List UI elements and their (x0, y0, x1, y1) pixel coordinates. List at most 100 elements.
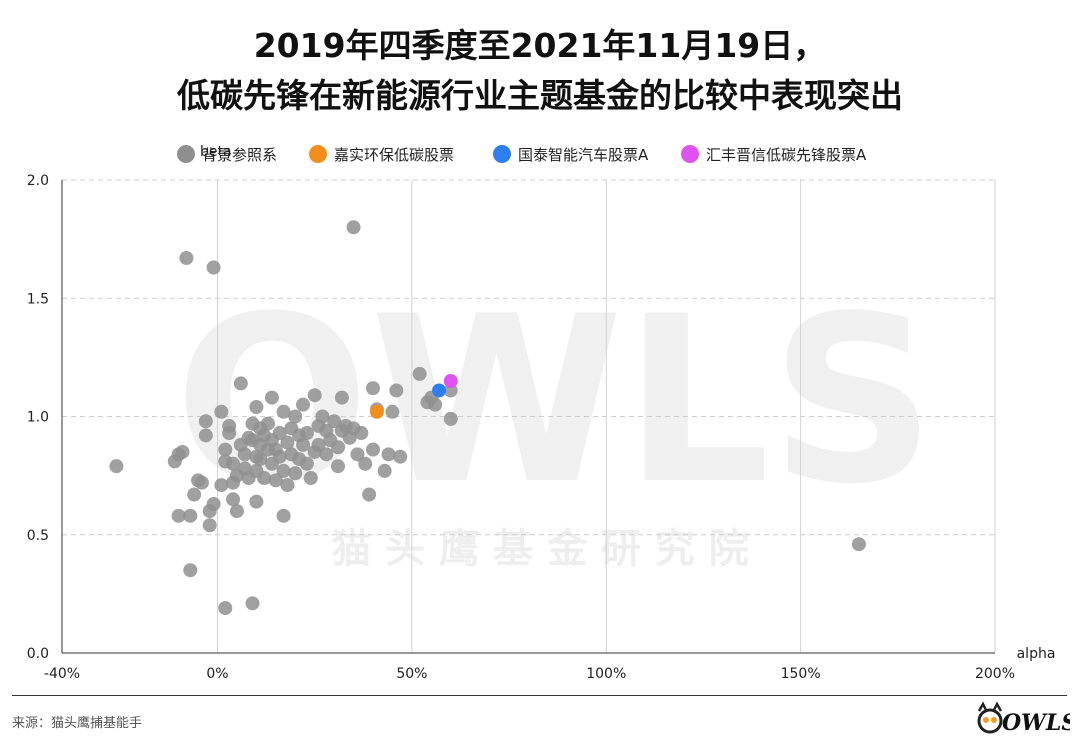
data-point (109, 459, 124, 474)
y-tick-label: 2.0 (27, 173, 49, 189)
data-point (851, 537, 866, 552)
data-point (362, 487, 377, 502)
data-point (206, 497, 221, 512)
data-point (257, 470, 272, 485)
legend-marker (681, 145, 699, 163)
x-tick-label: 0% (206, 666, 228, 682)
data-point (264, 390, 279, 405)
data-point (272, 449, 287, 464)
data-point (276, 508, 291, 523)
data-point (358, 456, 373, 471)
data-point (276, 404, 291, 419)
data-point (194, 475, 209, 490)
data-point (354, 426, 369, 441)
chart-title-line-1: 2019年四季度至2021年11月19日， (253, 26, 827, 65)
y-tick-label: 0.0 (27, 646, 49, 662)
legend-item: 国泰智能汽车股票A (493, 145, 649, 164)
x-axis-label: alpha (1017, 646, 1056, 662)
data-point (218, 601, 233, 616)
legend-marker (493, 145, 511, 163)
owls-logo: OWLS (977, 701, 1070, 736)
data-point (296, 397, 311, 412)
data-point (303, 470, 318, 485)
legend-item: 嘉实环保低碳股票 (309, 145, 454, 164)
legend-label: 汇丰晋信低碳先锋股票A (706, 146, 867, 164)
data-point (202, 518, 217, 533)
data-point (226, 456, 241, 471)
data-point (261, 416, 276, 431)
data-point (296, 437, 311, 452)
data-points (109, 220, 866, 616)
owl-logo-icon (977, 701, 1003, 734)
axes (61, 180, 995, 654)
data-point (222, 418, 237, 433)
data-point (268, 473, 283, 488)
data-point (311, 437, 326, 452)
x-tick-label: 150% (781, 666, 821, 682)
x-tick-label: 50% (396, 666, 427, 682)
data-point (214, 404, 229, 419)
legend-item: 汇丰晋信低碳先锋股票A (681, 145, 867, 164)
data-point (331, 459, 346, 474)
data-point (319, 447, 334, 462)
data-point (432, 383, 447, 398)
legend-label: 嘉实环保低碳股票 (334, 146, 454, 164)
data-point (443, 374, 458, 389)
watermark-text: 猫 头 鹰 基 金 研 究 院 (331, 526, 748, 572)
data-point (183, 563, 198, 578)
data-point (288, 409, 303, 424)
data-point (198, 414, 213, 429)
data-point (229, 504, 244, 519)
data-point (346, 220, 361, 235)
data-point (280, 478, 295, 493)
data-point (249, 494, 264, 509)
legend-marker (309, 145, 327, 163)
data-point (249, 400, 264, 415)
data-point (237, 447, 252, 462)
y-tick-label: 0.5 (27, 528, 49, 544)
logo-text: OWLS (1002, 710, 1070, 736)
data-point (276, 463, 291, 478)
data-point (369, 404, 384, 419)
data-point (272, 426, 287, 441)
y-tick-label: 1.0 (27, 410, 49, 426)
data-point (288, 466, 303, 481)
x-tick-label: -40% (44, 666, 80, 682)
data-point (214, 478, 229, 493)
series-1 (369, 404, 384, 419)
data-point (245, 596, 260, 611)
data-point (307, 388, 322, 403)
data-point (253, 452, 268, 467)
data-point (299, 456, 314, 471)
data-point (327, 414, 342, 429)
x-tick-label: 100% (586, 666, 626, 682)
series-3 (443, 374, 458, 389)
data-point (377, 463, 392, 478)
data-point (179, 251, 194, 266)
data-point (233, 376, 248, 391)
data-point (218, 442, 233, 457)
data-point (315, 409, 330, 424)
y-axis-label: beta (200, 144, 232, 160)
data-point (226, 492, 241, 507)
x-tick-labels: -40% 0% 50% 100% 150% 200% (44, 666, 1015, 682)
legend-label: 背景参照系 (202, 146, 277, 164)
source-note: 来源：猫头鹰捕基能手 (12, 716, 143, 731)
data-point (389, 383, 404, 398)
data-point (299, 426, 314, 441)
y-tick-label: 1.5 (27, 291, 49, 307)
watermark-brand: OWLS (174, 268, 935, 535)
data-point (381, 447, 396, 462)
data-point (393, 449, 408, 464)
data-point (428, 397, 443, 412)
data-point (350, 447, 365, 462)
x-tick-label: 200% (975, 666, 1015, 682)
data-point (280, 435, 295, 450)
data-point (366, 442, 380, 457)
legend-label: 国泰智能汽车股票A (518, 146, 649, 164)
series-2 (432, 383, 447, 398)
data-point (366, 381, 380, 396)
data-point (187, 487, 202, 502)
